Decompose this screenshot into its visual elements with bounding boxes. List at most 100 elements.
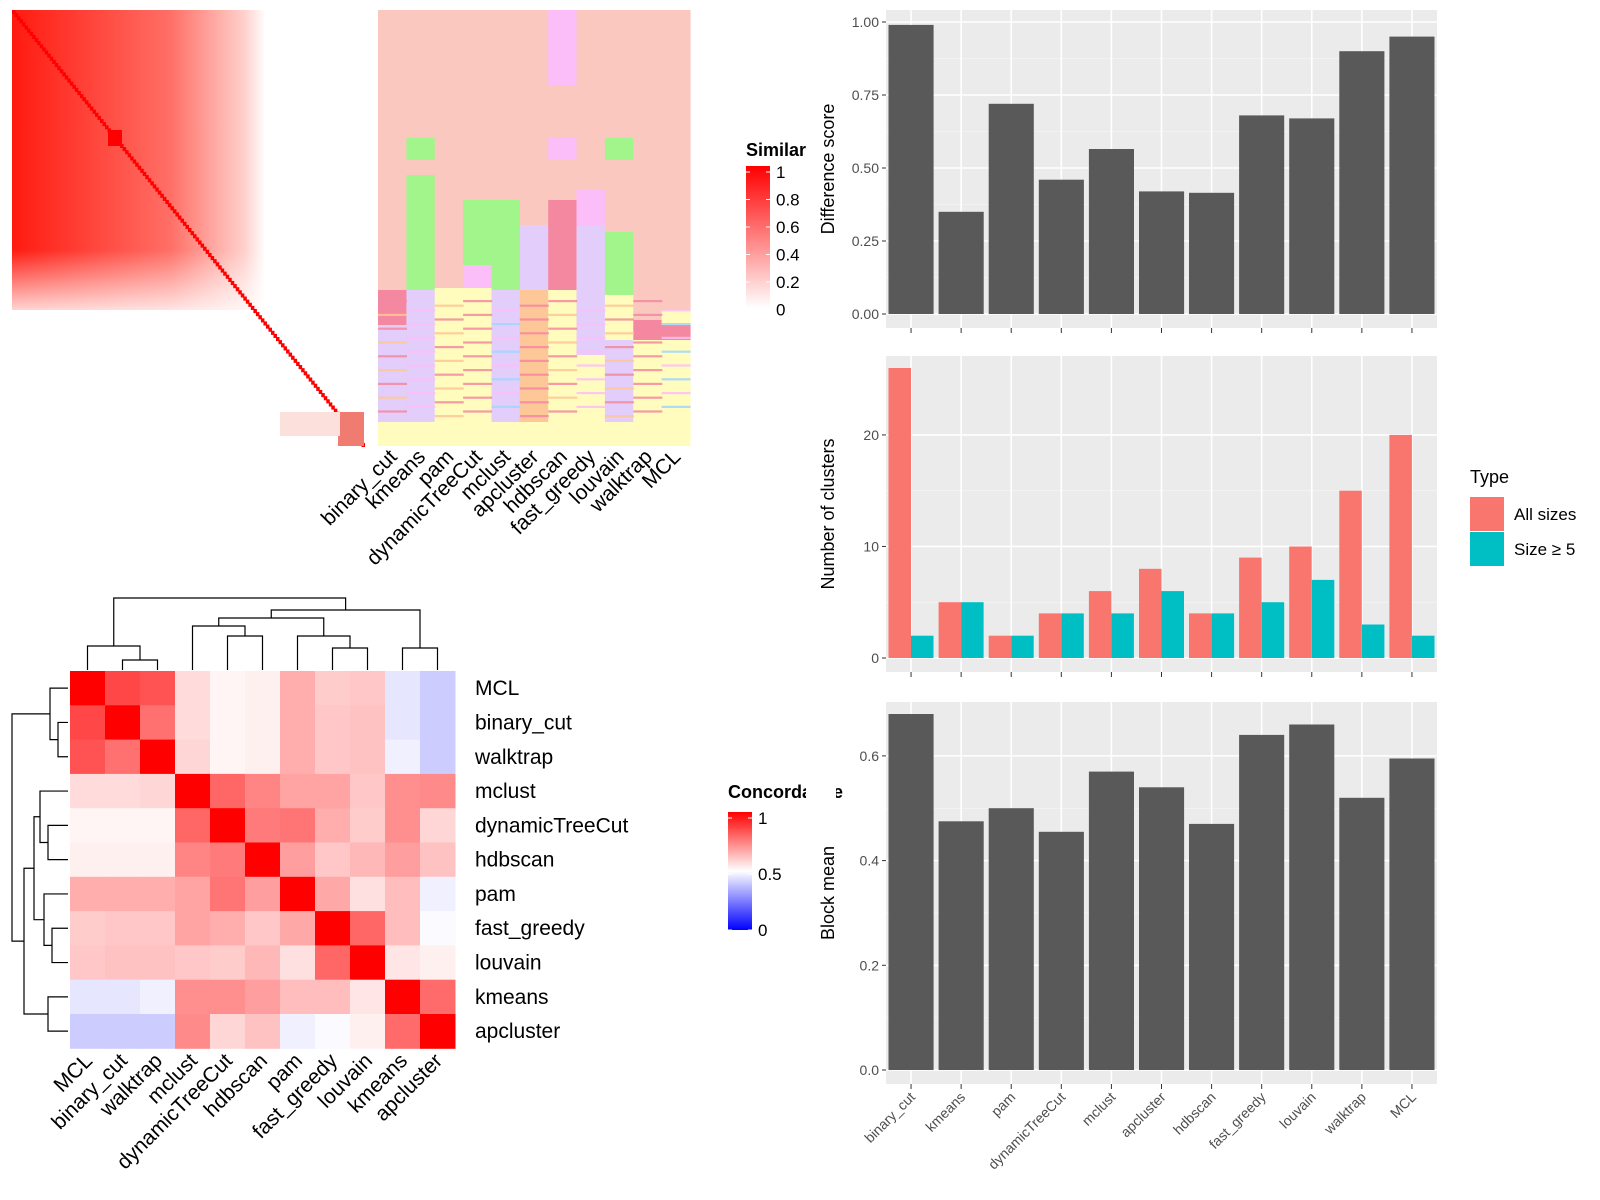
concordance-row-label-apcluster: apcluster [475,1020,560,1043]
concordance-cell [210,842,246,878]
bar [988,635,1012,658]
x-tick-label-hdbscan: hdbscan [1170,1089,1219,1138]
concordance-cell [245,911,281,946]
concordance-cell [210,979,246,1015]
concordance-cell [105,739,141,775]
bar [1389,758,1435,1070]
concordance-cell [280,739,316,775]
concordance-cell [210,945,246,981]
concordance-cell [105,911,141,946]
bar [938,602,962,658]
y-tick-label: 20 [863,427,879,443]
bar [1239,557,1262,658]
bar [1038,179,1084,314]
bar [1239,734,1285,1070]
concordance-cell [175,808,211,843]
concordance-cell [175,671,211,706]
concordance-cells [70,671,456,1049]
concordance-row-label-kmeans: kmeans [475,986,549,1009]
bar [1189,823,1235,1070]
concordance-legend-tick: 1 [758,809,767,828]
y-axis-label: Number of clusters [818,438,838,589]
concordance-cell [245,705,281,741]
concordance-cell [140,739,176,775]
concordance-cell [315,979,351,1015]
y-tick-label: 0.25 [852,233,879,249]
concordance-cell [70,911,106,946]
concordance-cell [140,705,176,741]
concordance-cell [140,842,176,878]
concordance-row-labels: MCL binary_cut walktrap mclust dynamicTreeCu… [474,677,628,1043]
y-axis-label: Block mean [818,846,838,940]
concordance-cell [70,671,106,706]
concordance-cell [70,705,106,741]
concordance-cell [420,842,456,878]
concordance-cell [70,876,106,912]
bar [888,368,911,658]
concordance-row-label-dynamicTreeCut: dynamicTreeCut [475,814,628,837]
concordance-cell [210,739,246,775]
concordance-cell [280,979,316,1015]
x-tick-label-mclust: mclust [1079,1089,1119,1129]
concordance-cell [245,945,281,981]
concordance-cell [175,773,211,809]
concordance-cell [280,842,316,878]
y-tick-label: 10 [863,538,879,554]
concordance-cell [385,911,421,946]
concordance-cell [385,773,421,809]
type-legend-label: All sizes [1514,505,1576,524]
bar [1038,613,1062,658]
concordance-cell [315,705,351,741]
concordance-cell [105,842,141,878]
concordance-legend-tick: 0 [758,921,767,940]
concordance-cell [280,671,316,706]
concordance-cell [350,911,386,946]
concordance-cell [70,739,106,775]
concordance-cell [140,979,176,1015]
concordance-cell [70,842,106,878]
concordance-cell [385,842,421,878]
concordance-cell [315,1014,351,1049]
bar [1011,635,1034,658]
concordance-cell [105,671,141,706]
concordance-cell [385,705,421,741]
bar [1311,579,1335,658]
concordance-cell [385,945,421,981]
bar [888,24,934,315]
bar [1088,149,1134,314]
concordance-cell [70,1014,106,1049]
bar [1161,591,1184,658]
y-tick-label: 0.75 [852,87,879,103]
similarity-diagonal [12,10,365,447]
concordance-cell [245,876,281,912]
bar [961,602,984,658]
concordance-cell [350,671,386,706]
concordance-row-label-pam: pam [475,883,516,906]
bar [1139,787,1185,1070]
concordance-cell [315,945,351,981]
bar [988,103,1034,314]
concordance-cell [420,671,456,706]
concordance-cell [385,808,421,843]
concordance-col-labels: MCLbinary_cutwalktrapmclustdynamicTreeCu… [47,1049,447,1174]
concordance-cell [420,739,456,775]
concordance-cell [175,1014,211,1049]
concordance-cell [280,911,316,946]
concordance-dendrogram [11,597,439,1032]
bar [938,821,984,1070]
concordance-cell [140,876,176,912]
concordance-cell [245,739,281,775]
concordance-cell [350,808,386,843]
bar [1139,568,1162,658]
concordance-cell [280,945,316,981]
type-legend-title: Type [1470,467,1509,487]
concordance-cell [105,808,141,843]
concordance-cell [315,773,351,809]
y-tick-label: 0.2 [860,957,880,973]
concordance-cell [420,945,456,981]
concordance-cell [315,911,351,946]
concordance-cell [140,945,176,981]
concordance-cell [210,773,246,809]
concordance-cell [105,705,141,741]
concordance-cell [350,979,386,1015]
